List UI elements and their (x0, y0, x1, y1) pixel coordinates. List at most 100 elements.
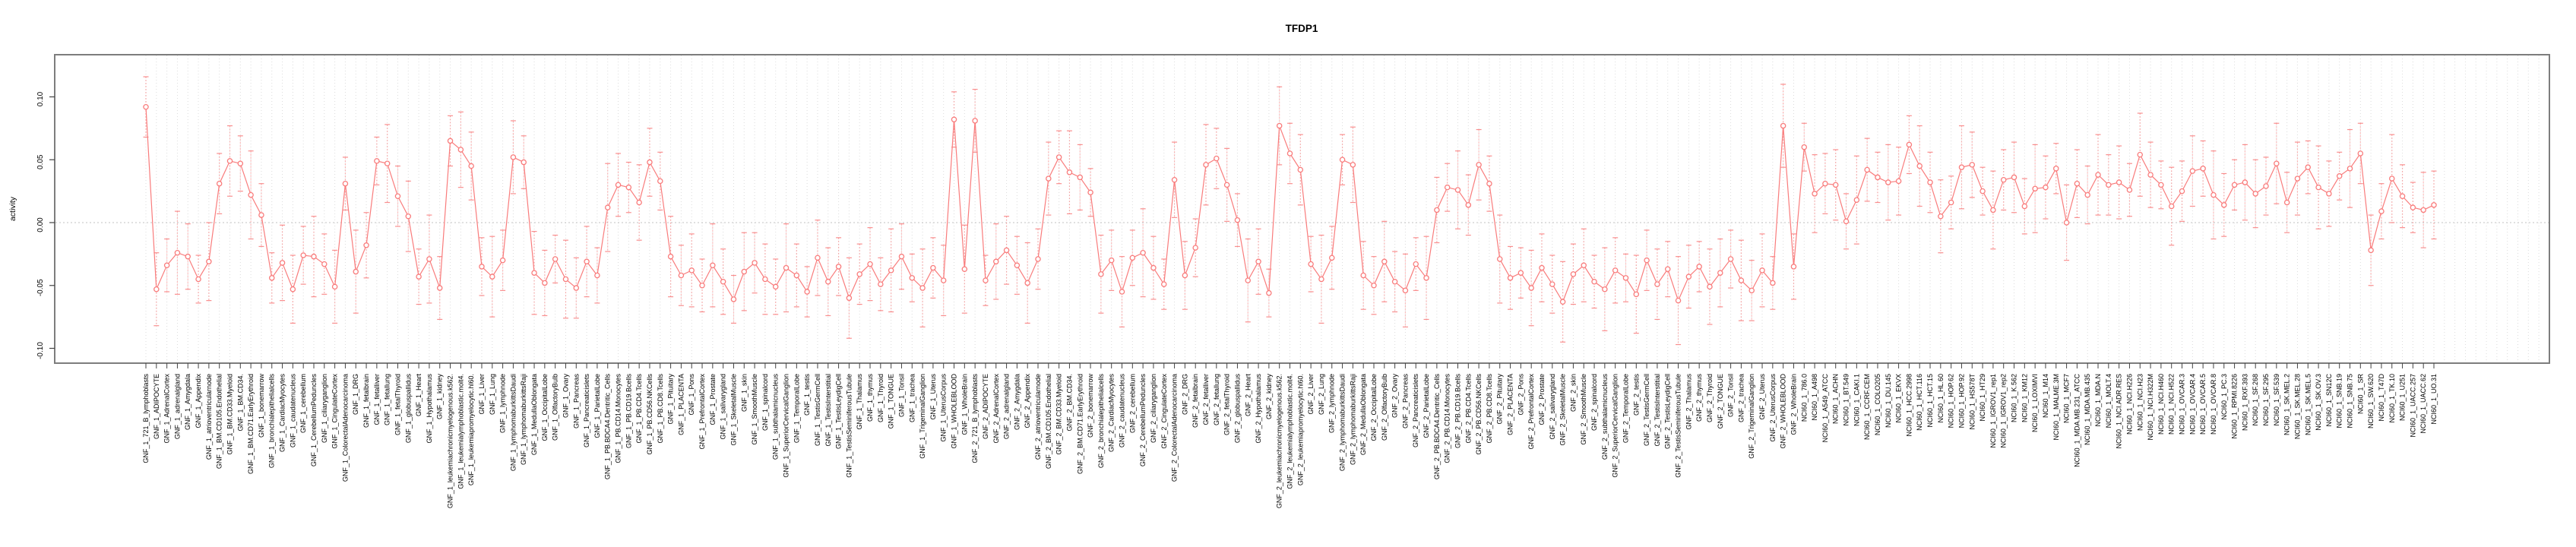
data-point (667, 253, 674, 260)
data-point (1465, 202, 1472, 208)
x-tick-label: GNF_2_trachea (1737, 374, 1745, 422)
data-point (426, 256, 432, 262)
x-tick-label: NCI60_1_UO.31 (2430, 374, 2438, 425)
data-point (1234, 217, 1241, 223)
data-point (1245, 277, 1252, 283)
data-point (2368, 247, 2374, 254)
x-tick-label: GNF_1_bonemarrow (258, 374, 265, 438)
data-point (206, 258, 212, 265)
x-tick-label: GNF_1_MedullaOblongata (530, 374, 538, 455)
x-tick-label: NCI60_1_NCI.H322M (2147, 374, 2154, 441)
data-point (867, 261, 873, 267)
y-tick-label: 0.00 (36, 217, 45, 232)
data-point (710, 262, 716, 269)
data-point (1454, 187, 1461, 193)
x-tick-label: GNF_1_OlfactoryBulb (552, 374, 559, 441)
data-point (2053, 166, 2059, 172)
data-point (1696, 264, 1702, 270)
data-point (752, 260, 758, 266)
data-point (1654, 281, 1660, 287)
data-point (416, 274, 422, 280)
x-tick-label: GNF_1_fetalbrain (362, 374, 370, 428)
data-point (1077, 174, 1084, 181)
data-point (248, 191, 254, 198)
x-tick-label: GNF_2_caudatenucleus (1119, 374, 1126, 448)
x-tick-label: GNF_1_lymphnode (499, 374, 507, 433)
x-tick-label: NCI60_1_T47D (2378, 374, 2385, 422)
data-point (258, 212, 264, 218)
data-point (143, 103, 149, 110)
x-tick-label: NCI60_1_A549_ATCC (1821, 374, 1829, 443)
x-tick-label: GNF_1_thymus (866, 374, 874, 422)
data-point (615, 182, 622, 188)
x-tick-label: GNF_1_leukemiapromyelocytic.hl60. (467, 374, 475, 485)
data-point (163, 262, 170, 269)
data-point (195, 276, 201, 283)
x-tick-label: GNF_2_Amygdala (1013, 374, 1021, 430)
data-point (1339, 157, 1346, 163)
x-tick-label: NCI60_1_NCI.H226 (2125, 374, 2133, 435)
x-tick-label: NCI60_1_CAKI.1 (1853, 374, 1860, 426)
data-point (2221, 202, 2227, 208)
x-tick-label: NCI60_1_BT.549 (1843, 374, 1850, 426)
data-point (762, 276, 768, 283)
data-point (1161, 281, 1167, 287)
x-tick-label: NCI60_1_KM12 (2021, 374, 2028, 422)
data-point (226, 158, 233, 164)
x-tick-label: NCI60_1_NCI.H522 (2168, 374, 2176, 435)
data-point (342, 180, 349, 187)
y-tick-label: -0.05 (36, 279, 45, 296)
x-tick-label: NCI60_1_ACHN (1832, 374, 1840, 424)
data-point (584, 258, 590, 265)
data-point (1402, 287, 1409, 294)
data-point (1024, 280, 1030, 286)
data-point (720, 279, 726, 285)
x-tick-label: GNF_1_skin (740, 374, 748, 412)
x-tick-label: GNF_2_bonemarrow (1087, 374, 1094, 438)
data-point (1602, 286, 1608, 292)
data-point (2283, 199, 2290, 206)
data-point (1486, 180, 1492, 187)
data-point (1770, 280, 1776, 286)
data-point (510, 154, 517, 160)
x-tick-label: NCI60_1_IGROV1_rep2 (2000, 374, 2008, 448)
x-tick-label: NCI60_1_OVCAR.5 (2199, 374, 2207, 435)
x-tick-label: GNF_1_PLACENTA (677, 374, 685, 435)
x-tick-label: GNF_1_Pancreas (572, 374, 580, 429)
data-point (2179, 188, 2185, 194)
data-point (2200, 166, 2206, 172)
x-tick-label: GNF_2_testis (1632, 374, 1640, 416)
data-point (1413, 261, 1419, 267)
x-tick-label: NCI60_1_NCI.H23 (2136, 374, 2144, 431)
x-tick-label: GNF_2_PB.BDCA4.Dentritic_Cells (1433, 374, 1441, 480)
data-point (1685, 274, 1692, 280)
x-tick-label: GNF_1_adrenalgland (173, 374, 181, 439)
data-point (594, 272, 600, 279)
x-tick-label: GNF_1_Heart (415, 374, 422, 417)
data-point (783, 264, 790, 271)
x-tick-label: GNF_2_fetalliver (1202, 374, 1210, 425)
x-tick-label: GNF_1_CardiacMyocytes (279, 374, 286, 453)
data-point (1391, 279, 1398, 285)
x-tick-label: GNF_2_leukemialymphoblastic.molt4. (1286, 374, 1294, 489)
x-tick-label: GNF_1_caudatenucleus (289, 374, 296, 448)
data-point (2231, 182, 2238, 188)
x-tick-label: GNF_2_CingulateCortex (1160, 374, 1168, 449)
data-point (1612, 267, 1619, 274)
x-tick-label: GNF_2_PB.CD8.Tcells (1486, 374, 1493, 444)
x-tick-label: GNF_1_WHOLEBLOOD (951, 374, 958, 449)
x-tick-label: GNF_2_fetalThyroid (1223, 374, 1231, 435)
x-tick-label: NCI60_1_PC.3 (2220, 374, 2228, 420)
x-tick-label: GNF_1_ParietalLobe (593, 374, 601, 438)
x-tick-label: GNF_2_Hypothalamus (1255, 374, 1262, 444)
data-point (2347, 166, 2353, 172)
x-tick-label: GNF_2_adrenalgland (1003, 374, 1011, 439)
data-point (1622, 275, 1629, 281)
x-tick-label: GNF_2_Lung (1318, 374, 1325, 415)
data-point (1864, 166, 1870, 173)
data-point (2147, 172, 2154, 178)
x-tick-label: GNF_1_Thalamus (856, 374, 863, 430)
x-tick-label: GNF_2_Pons (1517, 374, 1524, 416)
data-point (1266, 289, 1272, 296)
data-points-group (143, 103, 2437, 305)
